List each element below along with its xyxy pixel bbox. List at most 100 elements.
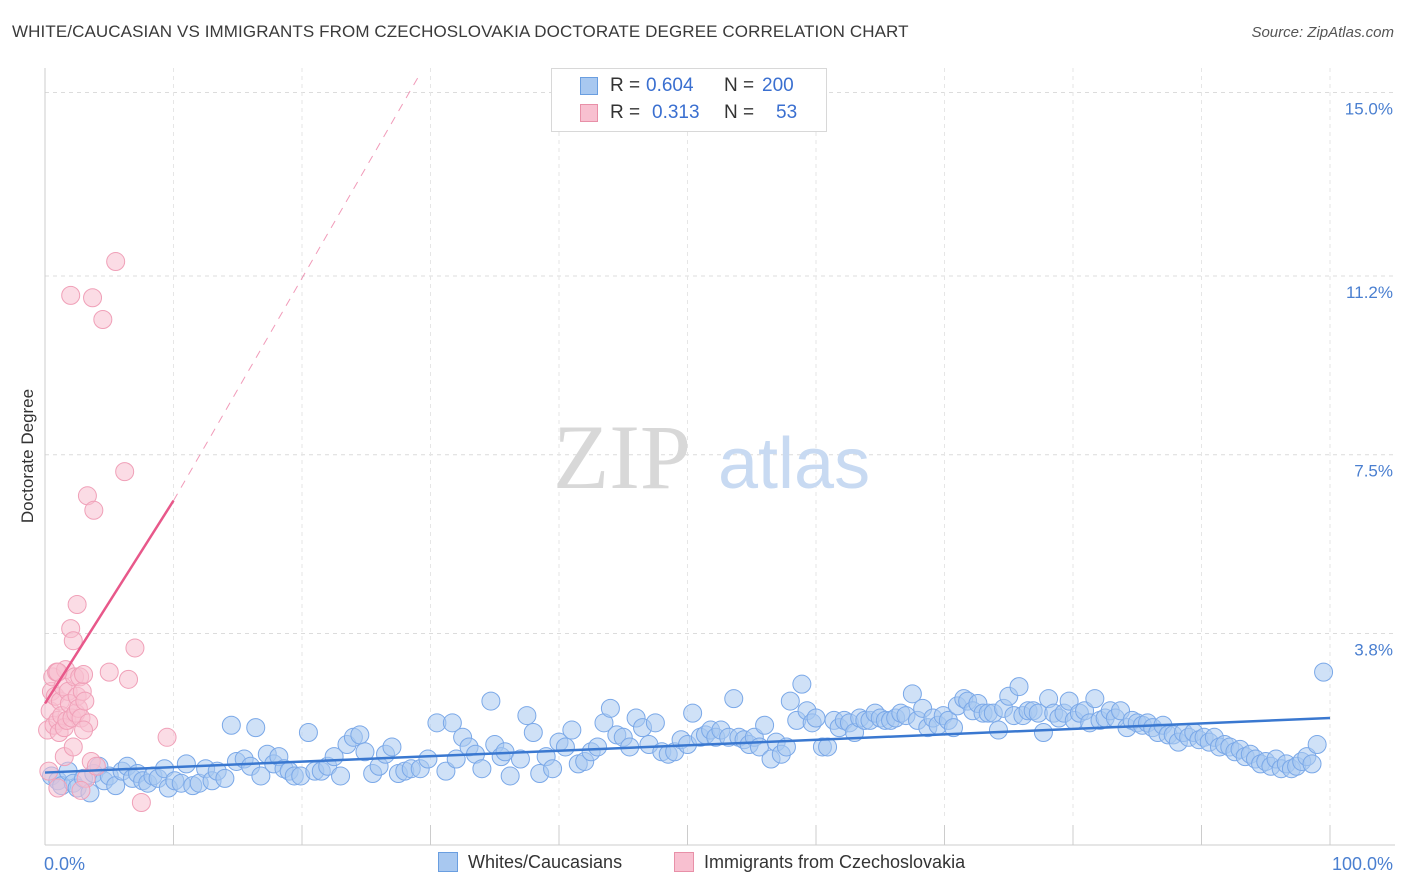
data-point: [902, 684, 922, 704]
watermark-zip: ZIP: [553, 406, 691, 508]
data-point: [943, 718, 963, 738]
data-point: [724, 689, 744, 709]
y-tick-label: 7.5%: [1354, 462, 1393, 481]
data-point: [1033, 722, 1053, 742]
data-point: [481, 691, 501, 711]
data-point: [83, 288, 103, 308]
legend-swatch-whites: [580, 77, 598, 95]
legend-n-value: 53: [776, 102, 798, 123]
chart-title: WHITE/CAUCASIAN VS IMMIGRANTS FROM CZECH…: [12, 22, 909, 41]
data-point: [350, 725, 370, 745]
source-label: Source: ZipAtlas.com: [1251, 24, 1394, 41]
bottom-legend-swatch-immigrants: [674, 852, 694, 872]
data-point: [119, 669, 139, 689]
data-point: [1314, 662, 1334, 682]
data-point: [61, 285, 81, 305]
data-point: [67, 594, 87, 614]
y-tick-label: 3.8%: [1354, 640, 1393, 659]
bottom-legend-whites: Whites/Caucasians: [438, 852, 622, 873]
data-point: [806, 708, 826, 728]
trendline-immigrants-extension: [173, 77, 419, 501]
data-point: [543, 759, 563, 779]
data-point: [246, 718, 266, 738]
data-point: [131, 793, 151, 813]
bottom-legend-label-immigrants: Immigrants from Czechoslovakia: [704, 852, 966, 872]
legend-r-value: 0.604: [646, 75, 694, 96]
data-point: [355, 742, 375, 762]
legend-r-label: R =: [610, 75, 641, 96]
data-point: [1059, 691, 1079, 711]
y-axis-label: Doctorate Degree: [18, 389, 37, 523]
y-tick-label: 11.2%: [1346, 283, 1393, 302]
data-point: [792, 674, 812, 694]
data-point: [251, 766, 271, 786]
data-point: [988, 720, 1008, 740]
legend-n-label: N =: [724, 102, 755, 123]
watermark: ZIP atlas: [553, 406, 870, 508]
data-point: [157, 727, 177, 747]
data-point: [1085, 689, 1105, 709]
data-point: [115, 462, 135, 482]
legend-r-value: 0.313: [652, 102, 700, 123]
data-point: [331, 766, 351, 786]
data-point: [74, 665, 94, 685]
bottom-legend-immigrants: Immigrants from Czechoslovakia: [674, 852, 965, 873]
data-point: [298, 722, 318, 742]
data-point: [683, 703, 703, 723]
bottom-legend-swatch-whites: [438, 852, 458, 872]
bottom-legend-label-whites: Whites/Caucasians: [468, 852, 623, 872]
data-point: [1302, 754, 1322, 774]
data-point: [418, 749, 438, 769]
x-tick-label-max: 100.0%: [1332, 854, 1393, 874]
data-point: [71, 780, 91, 800]
legend-n-value: 200: [762, 75, 794, 96]
data-point: [755, 715, 775, 735]
data-point: [93, 310, 113, 330]
data-point: [63, 737, 83, 757]
data-point: [176, 754, 196, 774]
data-point: [84, 500, 104, 520]
x-tick-labels: 0.0% 100.0%: [44, 854, 1393, 874]
trendline-whites: [44, 716, 1331, 774]
trendline-immigrants: [43, 499, 175, 705]
x-tick-label-min: 0.0%: [44, 854, 85, 874]
data-point: [125, 638, 145, 658]
data-point: [75, 691, 95, 711]
data-point: [48, 778, 68, 798]
series-immigrants-points: [38, 252, 177, 813]
legend: R = 0.604 N = 200 R = 0.313 N = 53: [551, 68, 827, 132]
data-point: [780, 691, 800, 711]
data-point: [221, 715, 241, 735]
data-point: [1307, 735, 1327, 755]
data-point: [818, 737, 838, 757]
data-point: [99, 662, 119, 682]
legend-n-label: N =: [724, 75, 755, 96]
data-point: [555, 737, 575, 757]
data-point: [215, 768, 235, 788]
data-point: [645, 713, 665, 733]
data-point: [562, 720, 582, 740]
data-point: [442, 713, 462, 733]
y-tick-label: 15.0%: [1345, 99, 1393, 118]
data-point: [1009, 677, 1029, 697]
data-point: [74, 720, 94, 740]
data-point: [600, 698, 620, 718]
data-point: [517, 706, 537, 726]
y-tick-labels: 3.8% 7.5% 11.2% 15.0%: [1345, 99, 1393, 659]
data-point: [86, 756, 106, 776]
data-point: [588, 737, 608, 757]
data-point: [510, 749, 530, 769]
legend-swatch-immigrants: [580, 104, 598, 122]
data-point: [63, 631, 83, 651]
legend-r-label: R =: [610, 102, 641, 123]
data-point: [472, 759, 492, 779]
grid-lines: [45, 68, 1395, 817]
data-point: [382, 737, 402, 757]
data-point: [436, 761, 456, 781]
data-point: [500, 766, 520, 786]
trendlines: [43, 77, 1331, 774]
data-point: [523, 722, 543, 742]
data-point: [106, 252, 126, 272]
watermark-atlas: atlas: [718, 424, 870, 504]
